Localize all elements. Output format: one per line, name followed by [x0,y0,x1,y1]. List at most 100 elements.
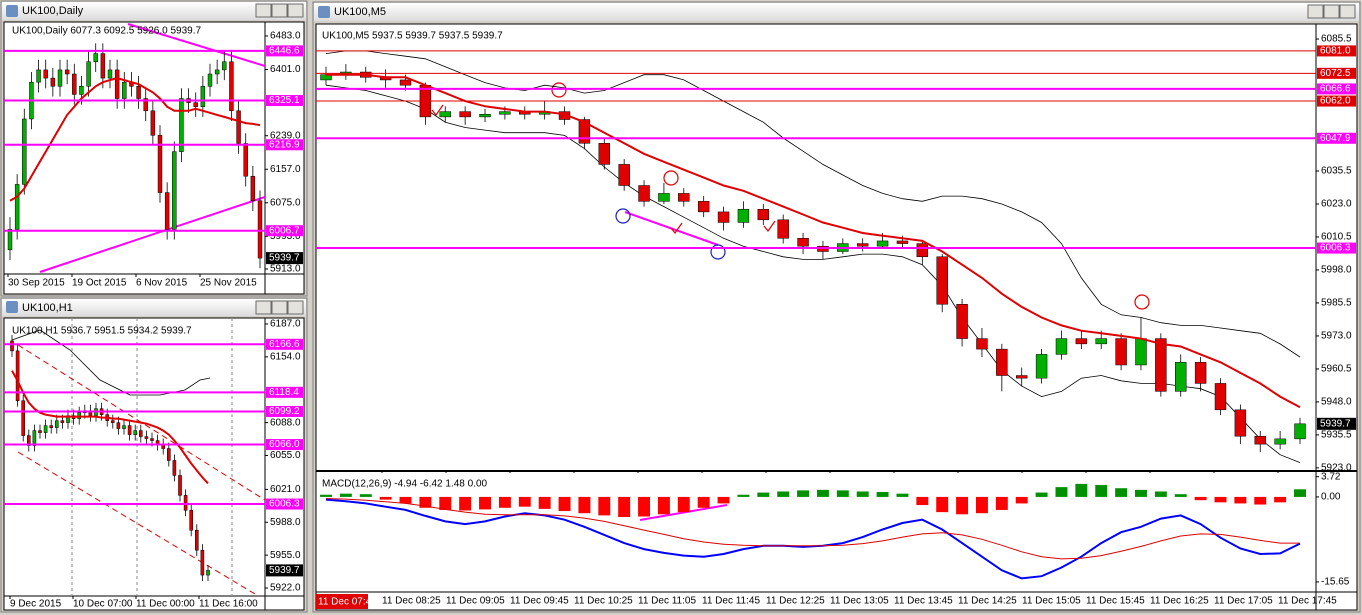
y-tick-label: 5985.5 [1321,298,1352,309]
candle-body [183,495,188,511]
histogram-bar [320,494,332,497]
candle-body [996,348,1008,376]
candle-body [127,425,132,435]
y-tick-label: 6088.0 [270,417,301,428]
close-button[interactable] [287,3,304,18]
histogram-bar [1174,494,1187,497]
histogram-bar [975,496,988,514]
candle-body [439,111,451,118]
histogram-bar [598,496,611,516]
title-bar[interactable] [2,2,306,20]
candle-body [1175,362,1187,392]
minimize-button[interactable] [255,300,272,315]
candle-body [618,164,630,186]
maximize-button[interactable] [271,300,288,315]
candle-body [229,61,234,112]
x-tick-label: 11 Dec 14:25 [958,596,1017,607]
candle-body [479,114,491,118]
x-tick-label: 9 Dec 2015 [10,599,62,610]
price-pane: 6483.0 6401.0 6239.0 6157.0 6075.0 5993.0 5913… [4,31,303,289]
level-label-box [266,225,303,237]
candle-body [257,200,263,259]
last-price-box [266,564,303,577]
price-pane: 6085.5 6035.5 6023.0 6010.5 5998.0 5985.5 5973… [316,34,1356,607]
candle-body [79,86,84,95]
minimize-button[interactable] [255,3,272,18]
candle-body [459,111,471,118]
candle-body [143,98,148,112]
y-tick-label: 6154.0 [270,352,301,363]
candle-body [150,110,156,136]
level-label-box [266,95,303,107]
window-h1: UK100,H1 UK100,H1 5936.7 5951.5 5934.2 5… [0,297,308,613]
level-label: 6066.6 [1320,84,1351,95]
macd-drawings [639,504,728,521]
title-bar[interactable] [314,3,1359,21]
level-label-box [266,139,303,151]
close-button[interactable] [287,300,304,315]
level-label: 6062.0 [1320,96,1351,107]
histogram-bar [578,496,591,514]
x-tick-label: 6 Nov 2015 [136,278,188,289]
y-tick-label: 5913.0 [270,264,301,275]
minimize-button[interactable] [1307,4,1324,19]
histogram-bar [419,496,432,508]
histogram-bar [638,496,651,517]
level-label: 6166.6 [269,339,300,350]
histogram-bar [518,496,531,507]
y-tick-label: 6187.0 [270,319,301,330]
candle-body [193,102,198,107]
candle-body [876,240,889,247]
indicator-line [325,498,1300,560]
histogram-bar [459,496,472,511]
candle-body [178,475,182,496]
last-price-box [1317,417,1356,430]
maximize-button[interactable] [271,3,288,18]
histogram-bar [956,496,969,515]
histogram-bar [717,496,730,504]
histogram-bar [538,496,551,509]
candle-body [100,53,106,79]
histogram-bar [1075,483,1088,497]
last-price-box [266,252,303,265]
indicator-pane: 3.72 0.00 -15.65 [320,471,1350,588]
candle-body [499,111,511,115]
title-bar[interactable] [2,299,306,316]
candle-body [22,118,27,185]
candle-body [206,570,210,576]
candle-body [1135,338,1147,366]
x-tick-label: 11 Dec 00:00 [136,599,195,610]
moving-average [326,73,1301,409]
candle-body [1294,423,1306,440]
candle-body [57,69,63,87]
x-tick-label: 11 Dec 11:05 [638,596,696,607]
last-price: 5939.7 [1320,418,1351,429]
candle-body [956,304,968,339]
level-label: 6006.7 [269,225,300,236]
candle-body [1234,409,1247,437]
histogram-bar [1015,496,1028,504]
histogram-bar [856,491,869,497]
histogram-bar [657,496,670,515]
window-m5: UK100,M5 UK100,M5 5937.5 5939.7 5937.5 5… [312,1,1361,613]
x-tick-label: 11 Dec 17:45 [1278,596,1337,607]
maximize-button[interactable] [1323,4,1340,19]
candle-body [50,77,56,87]
level-label: 6216.9 [269,139,300,150]
histogram-bar [936,496,949,513]
y-tick-label: 6239.0 [270,130,301,141]
candle-body [172,460,177,476]
close-button[interactable] [1339,4,1356,19]
y-tick-label: 6010.5 [1321,232,1352,243]
histogram-bar [359,494,372,497]
candle-body [658,193,670,202]
level-label-box [1317,132,1356,144]
histogram-bar [995,496,1008,510]
x-tick-label: 11 Dec 09:45 [510,596,569,607]
candle-body [114,69,120,99]
level-label-box [266,498,303,510]
y-tick-label: 0.00 [1321,492,1341,503]
level-label-box [1317,242,1356,254]
y-tick-label: 6075.0 [270,197,301,208]
